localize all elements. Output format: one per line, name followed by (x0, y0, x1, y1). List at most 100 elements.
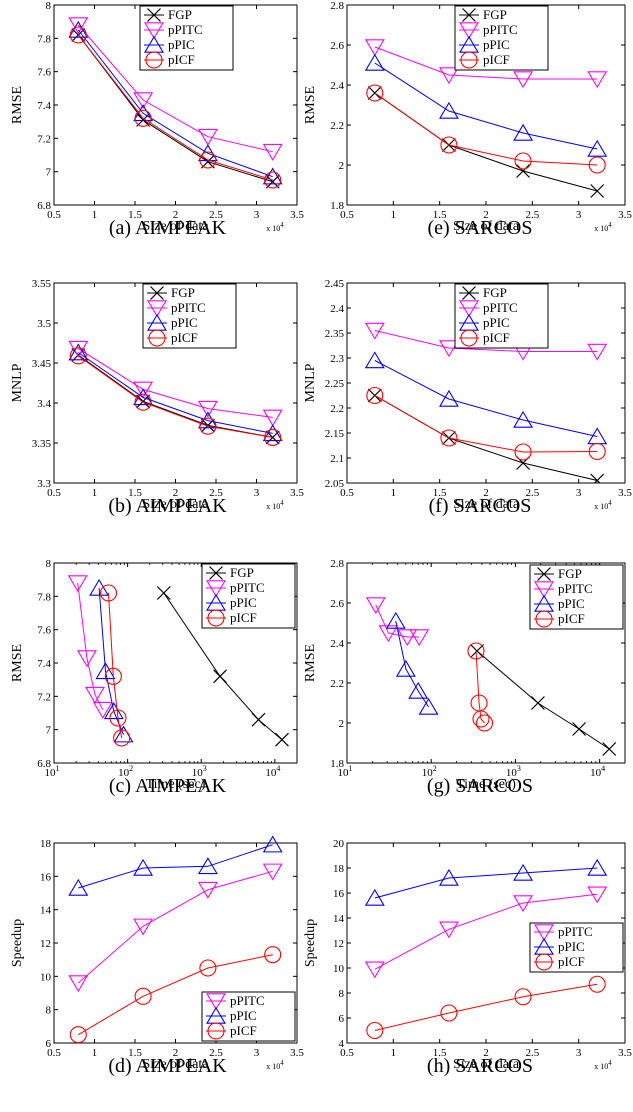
data-point (109, 709, 127, 727)
y-tick-label: 12 (333, 938, 344, 950)
x-tick-label: 0.5 (340, 1047, 354, 1059)
x-multiplier-exponent: 4 (608, 499, 612, 507)
series-pICF (69, 946, 282, 1043)
y-tick-label: 7.4 (37, 658, 51, 670)
x-tick-label: 3.5 (618, 1047, 632, 1059)
data-point (264, 171, 282, 189)
series-line (77, 29, 273, 178)
legend-label: pPITC (230, 580, 265, 595)
y-tick-label: 7.6 (37, 67, 51, 79)
data-point (68, 878, 89, 896)
data-point (418, 697, 439, 715)
x-tick-label: 0.5 (47, 1047, 61, 1059)
x-multiplier-exponent: 4 (280, 221, 284, 229)
data-point (513, 410, 534, 428)
series-line (78, 355, 273, 438)
x-tick-label: 101 (338, 764, 353, 779)
data-point (262, 409, 283, 427)
x-tick-label: 2 (483, 209, 489, 221)
data-point (572, 722, 587, 736)
series-line (108, 592, 123, 739)
legend-label: pPIC (483, 315, 510, 330)
x-tick-label: 3 (254, 209, 260, 221)
x-tick-label: 0.5 (47, 487, 61, 499)
plot-frame (346, 562, 626, 764)
x-tick-base: 10 (338, 767, 350, 779)
data-point (264, 428, 282, 446)
chart-caption: (e) SARCOS (427, 217, 532, 239)
data-point (133, 858, 154, 876)
data-point (513, 71, 534, 89)
y-tick-label: 2.2 (330, 403, 344, 415)
x-multiplier-base: x 10 (594, 224, 608, 233)
data-point (590, 473, 605, 483)
series-pICF (366, 84, 606, 174)
y-tick-label: 1.8 (330, 758, 344, 770)
y-tick-label: 7 (46, 725, 52, 737)
data-point (68, 975, 89, 993)
series-line (395, 620, 430, 708)
x-tick-label: 3.5 (290, 209, 304, 221)
data-point (514, 988, 532, 1006)
x-tick-label: 2 (173, 209, 179, 221)
x-tick-label: 103 (506, 764, 521, 779)
series-pPITC (364, 39, 608, 89)
x-tick-label: 2.5 (209, 209, 223, 221)
data-point (440, 136, 458, 154)
y-tick-label: 7.8 (37, 591, 51, 603)
y-tick-label: 8 (46, 1005, 52, 1017)
data-point (69, 1026, 87, 1043)
y-axis-label: MNLP (10, 363, 25, 402)
y-tick-label: 6.8 (37, 758, 51, 770)
x-tick-label: 3.5 (618, 487, 632, 499)
y-tick-label: 7.2 (37, 691, 51, 703)
chart-panel: 1.8 2 2.2 2.4 2.6 2.8 0.5 1 1.5 2 2.5 3 3.5 x 104 Size… (303, 0, 632, 239)
data-point (514, 152, 532, 170)
data-point (588, 975, 606, 993)
x-tick-base: 10 (506, 767, 518, 779)
series-pICF (69, 26, 282, 189)
series-pPIC (364, 351, 608, 445)
data-point (133, 918, 154, 936)
series-line (77, 34, 273, 183)
x-tick-label: 2 (483, 1047, 489, 1059)
data-point (134, 393, 152, 411)
x-tick-label: 1.5 (433, 1047, 447, 1059)
x-tick-label: 102 (118, 764, 133, 779)
y-tick-label: 2.35 (325, 328, 345, 340)
legend-label: pPITC (483, 22, 518, 37)
data-point (408, 681, 429, 699)
x-tick-label: 1.5 (128, 1047, 142, 1059)
data-point (385, 611, 406, 629)
data-point (68, 343, 89, 361)
x-tick-base: 10 (422, 767, 434, 779)
x-tick-label: 1.5 (128, 487, 142, 499)
data-point (264, 946, 282, 964)
y-tick-label: 4 (339, 1038, 345, 1050)
y-tick-label: 2 (339, 160, 345, 172)
y-tick-label: 2 (339, 718, 345, 730)
x-tick-base: 10 (590, 767, 602, 779)
y-tick-label: 8 (46, 558, 52, 570)
data-point (587, 858, 608, 876)
data-point (438, 101, 459, 119)
x-tick-label: 1.5 (433, 487, 447, 499)
x-tick-label: 104 (265, 764, 280, 779)
y-axis-label: RMSE (303, 86, 318, 124)
x-multiplier-base: x 10 (266, 1062, 280, 1071)
series-line (78, 954, 273, 1036)
series-pPITC (365, 597, 430, 647)
x-tick-label: 2 (483, 487, 489, 499)
x-axis-label: Size of data (142, 497, 209, 512)
data-point (438, 921, 459, 939)
y-axis-label: MNLP (303, 363, 318, 402)
data-point (588, 442, 606, 461)
data-point (76, 650, 97, 668)
x-tick-label: 1 (92, 487, 98, 499)
series-pPITC (68, 340, 283, 427)
y-tick-label: 3.3 (37, 478, 51, 490)
y-tick-label: 6 (46, 1038, 52, 1050)
y-tick-label: 2.4 (330, 303, 344, 315)
data-point (438, 67, 459, 85)
